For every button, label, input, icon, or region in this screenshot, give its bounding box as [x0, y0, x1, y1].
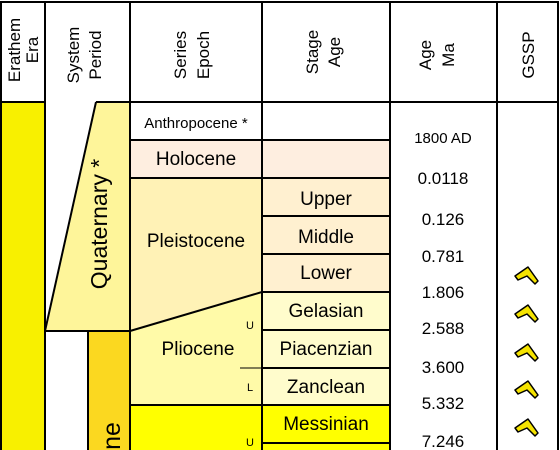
- golden-spike-icon: [514, 418, 539, 437]
- age-value: 0.126: [422, 210, 465, 229]
- pliocene-lower-mark: L: [247, 382, 253, 394]
- holocene-stage-cell: [262, 140, 390, 178]
- golden-spike-icon: [514, 343, 539, 362]
- stage-middle: Middle: [298, 227, 354, 248]
- anthropocene-label: Anthropocene *: [144, 115, 248, 132]
- header-erathem: Erathem: [5, 18, 24, 82]
- age-value: 5.332: [422, 394, 465, 413]
- stage-piacenzian: Piacenzian: [280, 339, 373, 360]
- header-epoch: Epoch: [194, 31, 213, 79]
- age-value: 2.588: [422, 319, 465, 338]
- pleistocene-label: Pleistocene: [147, 231, 245, 252]
- pliocene-epoch-cell: [130, 292, 262, 405]
- stage-upper: Upper: [300, 189, 352, 210]
- header-era: Era: [23, 36, 42, 63]
- age-value: 3.600: [422, 358, 465, 377]
- stage-messinian: Messinian: [283, 414, 369, 435]
- age-value: 0.781: [422, 247, 465, 266]
- pliocene-label: Pliocene: [162, 339, 235, 360]
- quaternary-label: Quaternary *: [86, 159, 112, 289]
- golden-spike-icon: [514, 266, 539, 285]
- pleistocene-stage-cells: [262, 178, 390, 292]
- miocene-upper-mark: U: [246, 437, 254, 449]
- age-1800ad: 1800 AD: [414, 130, 472, 147]
- header-period: Period: [86, 30, 105, 79]
- pleistocene-epoch-cell: [130, 178, 262, 331]
- age-value: 0.0118: [418, 169, 469, 188]
- header-stage: Stage: [303, 30, 322, 74]
- stage-lower: Lower: [300, 263, 352, 284]
- neogene-label: ne: [98, 422, 126, 450]
- golden-spike-icon: [514, 380, 539, 399]
- quaternary-period-cell: [45, 102, 130, 331]
- cenozoic-era-cell: [0, 102, 45, 450]
- holocene-epoch-cell: [130, 140, 262, 178]
- header-system: System: [64, 27, 83, 84]
- holocene-label: Holocene: [156, 149, 236, 170]
- stage-zanclean: Zanclean: [287, 377, 365, 398]
- golden-spike-icon: [514, 304, 539, 323]
- age-value: 7.246: [422, 432, 465, 450]
- pliocene-upper-mark: U: [246, 320, 254, 332]
- header-age: Age: [325, 37, 344, 67]
- neogene-period-cell: [88, 331, 130, 450]
- pliocene-stage-cells: [262, 292, 390, 405]
- stage-gelasian: Gelasian: [289, 301, 364, 322]
- header-age-value: Age: [416, 40, 435, 70]
- header-series: Series: [171, 31, 190, 79]
- header-gssp: GSSP: [519, 31, 538, 78]
- age-value: 1.806: [422, 283, 465, 302]
- header-ma: Ma: [439, 43, 458, 67]
- gssp-spike-column: [514, 266, 539, 437]
